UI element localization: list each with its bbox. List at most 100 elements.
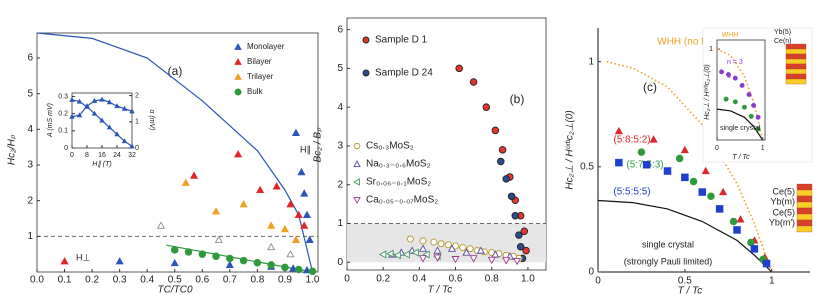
y-tick-label: 1: [337, 218, 343, 229]
marker: [286, 199, 295, 208]
legend-marker: [234, 73, 242, 80]
marker: [698, 188, 707, 196]
marker: [239, 256, 248, 265]
marker: [689, 177, 698, 186]
marker: [419, 237, 427, 245]
marker: [498, 146, 507, 154]
marker: [91, 110, 98, 116]
marker: [99, 96, 105, 102]
marker: [406, 235, 415, 243]
layer-icon: [796, 225, 813, 233]
marker: [115, 257, 124, 265]
legend-label: Na₀.₃₋₀.₆MoS₂: [366, 159, 431, 170]
layer-icon: [785, 78, 807, 85]
y-tick-label: 0.2: [58, 110, 68, 117]
marker: [444, 241, 453, 249]
y-tick-label: 0.5: [580, 161, 594, 172]
marker: [418, 244, 428, 252]
marker: [701, 166, 710, 175]
marker: [733, 226, 741, 234]
x-tick-label: 16: [98, 152, 106, 159]
x-tick-label: 0.4: [140, 275, 154, 286]
marker: [181, 178, 190, 186]
marker: [267, 261, 275, 269]
marker: [129, 143, 135, 149]
marker: [121, 105, 128, 111]
y-axis-label: A (mS mV): [47, 103, 54, 138]
marker: [300, 189, 309, 197]
x-axis-label: TC/TC0: [158, 285, 193, 295]
annotation: (strongly Pauli limited): [624, 256, 713, 266]
panel-label: (b): [510, 92, 525, 106]
annotation: H⊥: [76, 252, 90, 262]
marker: [455, 64, 463, 73]
marker: [515, 231, 523, 239]
marker: [170, 258, 179, 267]
x-tick-label: 0.8: [485, 274, 499, 285]
marker: [239, 199, 248, 208]
marker: [286, 249, 295, 258]
marker: [715, 205, 724, 213]
marker: [497, 157, 505, 166]
x-tick-label: 8: [85, 152, 89, 159]
legend-marker: [353, 178, 360, 186]
panel-label: (c): [643, 80, 657, 94]
marker: [91, 97, 98, 103]
marker: [76, 98, 83, 104]
marker: [393, 251, 401, 260]
marker: [462, 248, 471, 256]
marker: [746, 92, 752, 97]
layer-icon: [785, 53, 807, 60]
marker: [99, 117, 105, 123]
marker: [378, 250, 387, 259]
marker: [291, 128, 301, 136]
y-tick-label: 3: [337, 141, 343, 152]
marker: [507, 192, 516, 201]
marker: [520, 227, 529, 235]
layer-icon: [796, 219, 813, 227]
annotation: Ce(n): [774, 38, 792, 45]
marker: [502, 175, 510, 183]
x-tick-label: 32: [128, 152, 136, 159]
x-tick-label: 1: [761, 145, 765, 152]
legend-label: (5:8:5:2): [613, 135, 650, 146]
x-axis-label: T / Tc: [428, 285, 453, 295]
layer-icon: [796, 195, 813, 203]
x-tick-label: 0: [715, 145, 719, 152]
x-tick-label: 1: [769, 276, 775, 287]
marker: [430, 238, 438, 246]
marker: [750, 245, 759, 253]
marker: [707, 192, 715, 201]
annotation: Ce(5): [772, 207, 795, 217]
marker: [294, 265, 303, 274]
y-tick-label: 4: [337, 102, 343, 113]
marker: [225, 260, 234, 268]
annotation: Ce(5): [772, 186, 795, 196]
x-axis-label: T / Tc: [678, 286, 703, 295]
marker: [234, 150, 243, 158]
marker: [308, 267, 317, 276]
marker: [212, 207, 221, 215]
marker: [469, 255, 478, 263]
legend-marker: [234, 58, 242, 65]
marker: [198, 250, 207, 258]
legend-label: Sr₀.₀₆₋₀.₁MoS₂: [366, 177, 431, 188]
y2-tick-label: 0: [135, 145, 139, 152]
annotation: n = 3: [727, 59, 743, 66]
marker: [294, 210, 303, 219]
x-tick-label: 0: [70, 152, 74, 159]
marker: [719, 69, 725, 75]
marker: [267, 242, 276, 251]
legend-label: WHH (no Pauli): [657, 37, 726, 48]
layer-icon: [785, 48, 807, 55]
marker: [725, 72, 731, 77]
marker: [60, 257, 69, 265]
marker: [476, 246, 485, 254]
marker: [280, 224, 290, 233]
annotation: single crystal: [642, 239, 694, 249]
marker: [751, 103, 757, 108]
layer-icon: [785, 58, 807, 65]
marker: [305, 235, 314, 243]
x-tick-label: 0.2: [85, 275, 99, 286]
marker: [253, 258, 262, 267]
